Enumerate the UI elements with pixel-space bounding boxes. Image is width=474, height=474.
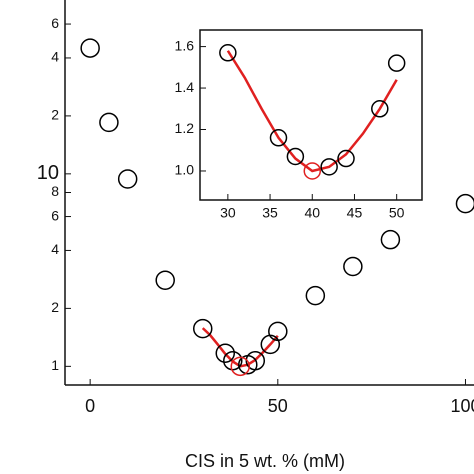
x-tick-label: 0 [85,396,95,416]
data-point [380,229,401,250]
data-point [455,193,474,214]
data-point [387,54,406,72]
data-point [269,129,288,147]
x-tick-label: 30 [220,205,236,221]
data-point [117,169,138,189]
data-point [337,149,355,168]
y-tick-label: 4 [51,49,59,65]
data-point [219,44,237,62]
x-tick-label: 35 [262,205,278,221]
x-axis-label: CIS in 5 wt. % (mM) [185,451,345,471]
data-point [230,356,251,377]
data-point [192,318,213,339]
data-point [320,158,338,176]
data-point [343,256,363,277]
data-point [215,343,236,363]
data-point [99,112,119,133]
x-tick-label: 50 [389,205,405,221]
x-tick-label: 45 [347,205,363,221]
y-tick-label: 10 [37,162,59,184]
data-point [371,100,389,118]
x-tick-label: 100 [450,396,474,416]
data-point [268,321,288,342]
y-tick-label: 4 [51,241,59,257]
y-tick-label: 6 [51,15,59,31]
y-tick-label: 6 [51,207,59,223]
y-tick-label: 8 [51,183,59,199]
data-point [223,350,243,371]
data-point [303,162,322,180]
x-tick-label: 40 [304,205,320,221]
y-tick-label: 1.4 [175,79,195,95]
data-point [80,38,100,58]
inset-frame [199,29,423,201]
data-point [305,285,326,306]
y-tick-label: 2 [51,299,59,315]
x-tick-label: 50 [268,396,288,416]
data-point [155,270,175,291]
y-tick-label: 2 [51,107,59,123]
y-tick-label: 1.0 [175,162,195,178]
data-point [286,147,305,166]
fit-curve [226,50,398,173]
y-tick-label: 1.6 [175,37,195,53]
y-tick-label: 1.2 [175,120,195,136]
y-tick-label: 1 [51,357,59,373]
